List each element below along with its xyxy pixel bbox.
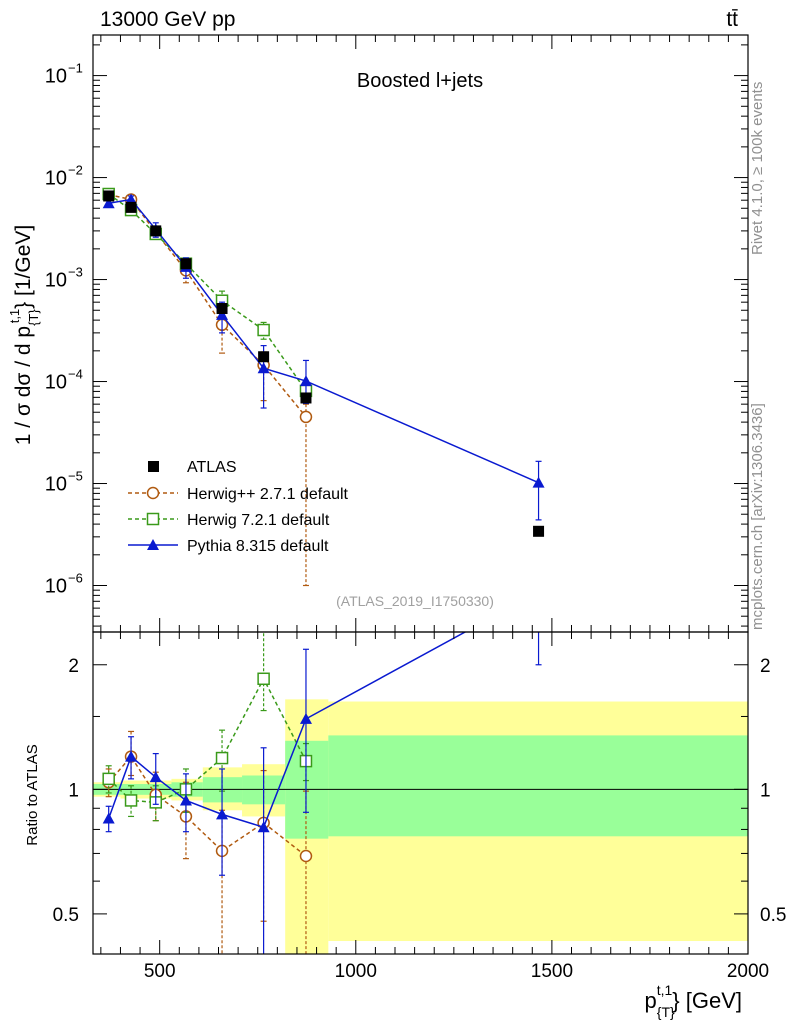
x-tick-label-0: 500 bbox=[144, 961, 176, 982]
main-y-tick-label-2: 10 bbox=[45, 270, 67, 292]
legend-pythia-label: Pythia 8.315 default bbox=[187, 538, 329, 555]
main-y-tick-exp-1: −2 bbox=[68, 163, 83, 178]
main-y-tick-label-0: 10 bbox=[45, 66, 67, 88]
ratio-y-tick-label-2: 2 bbox=[68, 656, 79, 677]
main-herwig-7-2-1-default-line bbox=[108, 193, 307, 392]
legend-entry-herwig7: Herwig 7.2.1 default bbox=[128, 512, 330, 529]
ratio-herwig-2-7-1-default-point-6 bbox=[299, 849, 313, 863]
main-y-tick-exp-5: −6 bbox=[68, 571, 83, 586]
main-pythia-8-315-default-point-1 bbox=[125, 193, 138, 205]
plot-title: Boosted l+jets bbox=[357, 70, 483, 92]
main-atlas-point-5 bbox=[258, 351, 270, 363]
ratio-pythia-8-315-default-point-4 bbox=[216, 808, 229, 820]
main-atlas-point-4 bbox=[216, 303, 228, 315]
ratio-pythia-8-315-default-point-6 bbox=[299, 712, 312, 724]
y-axis-title: 1 / σ dσ / d p{T}t,1} [1/GeV] bbox=[7, 225, 41, 445]
ratio-plot-frame bbox=[92, 631, 749, 955]
mcplots-label: mcplots.cern.ch [arXiv:1306.3436] bbox=[749, 403, 766, 630]
ratio-y-tick-label-0: 0.5 bbox=[53, 905, 79, 926]
legend-entry-atlas: ATLAS bbox=[148, 459, 237, 476]
main-pythia-8-315-default-line bbox=[108, 198, 539, 484]
ratio-uncertainty-bands bbox=[93, 699, 748, 954]
main-pythia-8-315-default-point-5 bbox=[257, 362, 270, 374]
ratio-pythia-8-315-default-point-2 bbox=[149, 771, 162, 783]
main-atlas-point-2 bbox=[150, 225, 162, 237]
process-label: tt̄ bbox=[726, 8, 738, 31]
main-plot-series bbox=[102, 187, 545, 587]
ratio-y-axis-title: Ratio to ATLAS bbox=[24, 744, 41, 845]
main-y-tick-exp-2: −3 bbox=[68, 265, 83, 280]
rivet-label: Rivet 4.1.0, ≥ 100k events bbox=[749, 82, 766, 255]
ratio-y-tick-label-1: 1 bbox=[68, 780, 79, 801]
ratio-herwig-7-2-1-default-point-1 bbox=[124, 794, 138, 807]
main-y-tick-label-4: 10 bbox=[45, 474, 67, 496]
energy-label: 13000 GeV pp bbox=[100, 8, 235, 31]
ratio-herwig-7-2-1-default-point-4 bbox=[215, 751, 229, 765]
legend-herwig7-marker bbox=[146, 512, 160, 526]
main-pythia-8-315-default-point-7 bbox=[532, 476, 545, 488]
ratio-plot-series bbox=[102, 586, 545, 954]
main-pythia-8-315-default-point-4 bbox=[216, 308, 229, 320]
main-atlas-point-7 bbox=[533, 525, 545, 537]
legend-herwig7-label: Herwig 7.2.1 default bbox=[187, 512, 330, 529]
main-herwig-2-7-1-default-point-6 bbox=[299, 410, 313, 424]
ratio-band-green-7 bbox=[328, 735, 748, 837]
main-pythia-8-315-default-point-6 bbox=[299, 375, 312, 387]
legend-atlas-marker bbox=[148, 461, 159, 472]
x-tick-label-3: 2000 bbox=[727, 961, 769, 982]
legend-pythia-marker bbox=[147, 539, 159, 550]
main-y-tick-exp-0: −1 bbox=[68, 61, 83, 76]
x-tick-label-1: 1000 bbox=[335, 961, 377, 982]
main-pythia-8-315-default-point-0 bbox=[102, 197, 115, 209]
ratio-pythia-8-315-default-point-1 bbox=[125, 750, 138, 762]
ratio-herwig-7-2-1-default-point-0 bbox=[102, 772, 115, 786]
legend: ATLAS Herwig++ 2.7.1 default Herwig 7.2.… bbox=[128, 459, 349, 555]
ratio-y-tick-label-right-1: 1 bbox=[760, 780, 771, 801]
legend-entry-pythia: Pythia 8.315 default bbox=[128, 538, 329, 555]
ratio-y-tick-label-right-2: 2 bbox=[760, 656, 771, 677]
main-y-tick-exp-3: −4 bbox=[68, 367, 83, 382]
legend-entry-herwigpp: Herwig++ 2.7.1 default bbox=[128, 486, 349, 503]
main-atlas-point-1 bbox=[125, 201, 137, 213]
x-tick-label-2: 1500 bbox=[531, 961, 573, 982]
ratio-pythia-8-315-default-point-0 bbox=[102, 812, 115, 824]
x-axis-title: p{T}t,1} [GeV] bbox=[645, 982, 742, 1020]
analysis-watermark: (ATLAS_2019_I1750330) bbox=[336, 593, 494, 609]
legend-atlas-label: ATLAS bbox=[187, 459, 237, 476]
ratio-y-tick-label-right-0: 0.5 bbox=[760, 905, 786, 926]
ratio-pythia-8-315-default-point-3 bbox=[179, 794, 192, 806]
svg-text:1 / σ dσ / d p{T}t,1} [1/GeV]: 1 / σ dσ / d p{T}t,1} [1/GeV] bbox=[7, 225, 41, 445]
ratio-herwig-7-2-1-default-point-5 bbox=[257, 672, 270, 686]
svg-text:p{T}t,1} [GeV]: p{T}t,1} [GeV] bbox=[645, 982, 742, 1020]
main-y-tick-exp-4: −5 bbox=[68, 469, 83, 484]
ratio-pythia-8-315-default-point-7 bbox=[533, 586, 545, 597]
main-y-tick-label-5: 10 bbox=[45, 576, 67, 598]
ratio-pythia-8-315-default-point-5 bbox=[257, 821, 270, 833]
main-atlas-point-0 bbox=[103, 190, 115, 202]
main-herwig-2-7-1-default-line bbox=[108, 193, 307, 418]
main-atlas-point-3 bbox=[180, 258, 192, 270]
main-herwig-7-2-1-default-point-5 bbox=[257, 323, 270, 337]
main-y-tick-label-1: 10 bbox=[45, 168, 67, 190]
main-atlas-point-6 bbox=[300, 392, 312, 404]
main-y-tick-label-3: 10 bbox=[45, 372, 67, 394]
legend-herwigpp-marker bbox=[146, 486, 160, 500]
legend-herwigpp-label: Herwig++ 2.7.1 default bbox=[187, 486, 349, 503]
